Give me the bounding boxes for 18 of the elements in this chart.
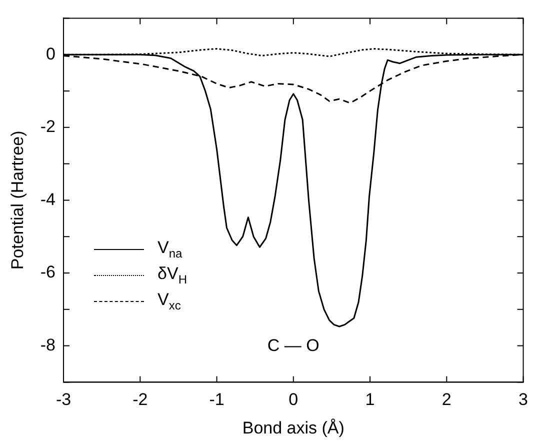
y-axis-title: Potential (Hartree) [8, 130, 27, 270]
x-tick-label: -3 [56, 390, 72, 410]
legend-label: V$_{xc}$ [158, 290, 181, 312]
y-tick-label: 0 [46, 44, 56, 64]
y-tick-label: -2 [40, 117, 56, 136]
y-tick-label: -4 [40, 190, 56, 209]
y-tick-label: -8 [40, 335, 56, 354]
x-tick-label: 2 [442, 390, 452, 410]
x-tick-label: 1 [365, 390, 375, 410]
legend-label: V$_{na}$ [158, 238, 182, 260]
legend-label: δV$_{H}$ [158, 264, 187, 286]
y-tick-label: -6 [40, 262, 56, 282]
x-tick-label: -2 [132, 390, 148, 410]
x-tick-label: 0 [288, 390, 298, 410]
annotation: C — O [267, 336, 320, 355]
x-tick-label: 3 [518, 390, 528, 410]
x-axis-title: Bond axis (Å) [242, 418, 344, 438]
x-tick-label: -1 [209, 390, 224, 410]
